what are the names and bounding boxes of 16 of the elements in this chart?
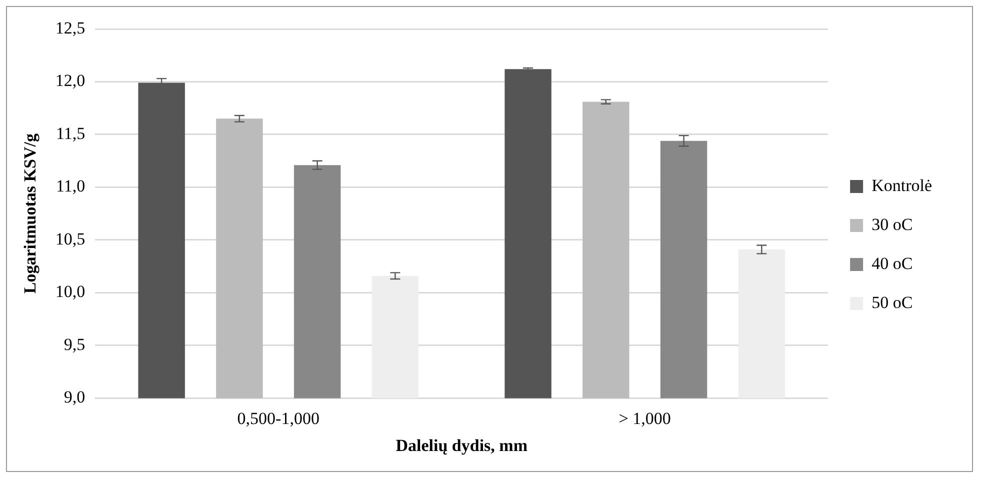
y-tick-label: 12,5	[55, 18, 86, 38]
y-tick-label: 11,0	[56, 176, 86, 196]
legend-label: Kontrolė	[872, 176, 932, 195]
y-tick-label: 10,5	[55, 229, 86, 248]
x-tick-label: 0,500-1,000	[237, 408, 320, 428]
y-tick-label: 9,5	[64, 334, 86, 354]
legend-label: 40 oC	[872, 254, 913, 273]
y-tick-label: 11,5	[56, 124, 86, 143]
y-tick-label: 12,0	[55, 71, 86, 90]
legend-label: 30 oC	[872, 214, 913, 234]
y-tick-label: 9,0	[64, 388, 86, 407]
x-tick-label: > 1,000	[618, 408, 671, 428]
x-axis-title: Dalelių dydis, mm	[396, 436, 528, 456]
legend-label: 50 oC	[872, 292, 913, 312]
y-axis-title: Logaritmuotas KSV/g	[20, 133, 40, 294]
y-tick-label: 10,0	[55, 282, 86, 302]
